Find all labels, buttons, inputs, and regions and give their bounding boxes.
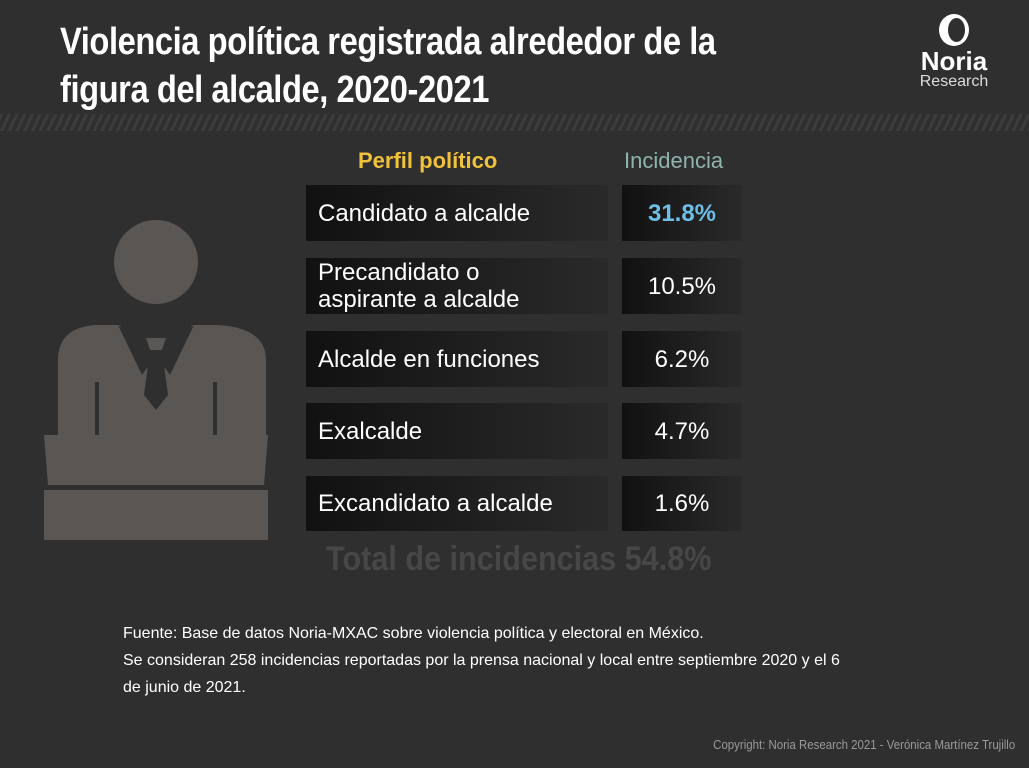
total-incidence: Total de incidencias 54.8% xyxy=(326,540,712,578)
incidence-cell: 6.2% xyxy=(622,331,742,387)
source-note: Fuente: Base de datos Noria-MXAC sobre v… xyxy=(123,620,843,701)
column-header-profile: Perfil político xyxy=(358,148,498,173)
incidence-cell: 1.6% xyxy=(622,476,742,531)
source-line: Fuente: Base de datos Noria-MXAC sobre v… xyxy=(123,625,704,642)
divider-stripe xyxy=(0,114,1029,131)
incidence-cell: 4.7% xyxy=(622,403,742,459)
profile-cell: Alcalde en funciones xyxy=(306,331,608,387)
page-title: Violencia política registrada alrededor … xyxy=(60,21,716,111)
speaker-podium-icon xyxy=(44,220,268,540)
profile-cell: Exalcalde xyxy=(306,403,608,459)
incidence-cell: 31.8% xyxy=(622,185,742,241)
logo-name: Noria xyxy=(920,46,988,76)
column-header-incidence: Incidencia xyxy=(624,148,724,173)
copyright: Copyright: Noria Research 2021 - Verónic… xyxy=(712,737,1015,752)
profile-cell: Precandidato o aspirante a alcalde xyxy=(306,258,608,314)
method-line: Se consideran 258 incidencias reportadas… xyxy=(123,652,840,696)
logo-mark-icon xyxy=(939,14,969,46)
profile-cell: Candidato a alcalde xyxy=(306,185,608,241)
noria-logo: Noria Research xyxy=(914,14,994,90)
incidence-cell: 10.5% xyxy=(622,258,742,314)
profile-cell: Excandidato a alcalde xyxy=(306,476,608,531)
logo-sub: Research xyxy=(919,73,989,90)
